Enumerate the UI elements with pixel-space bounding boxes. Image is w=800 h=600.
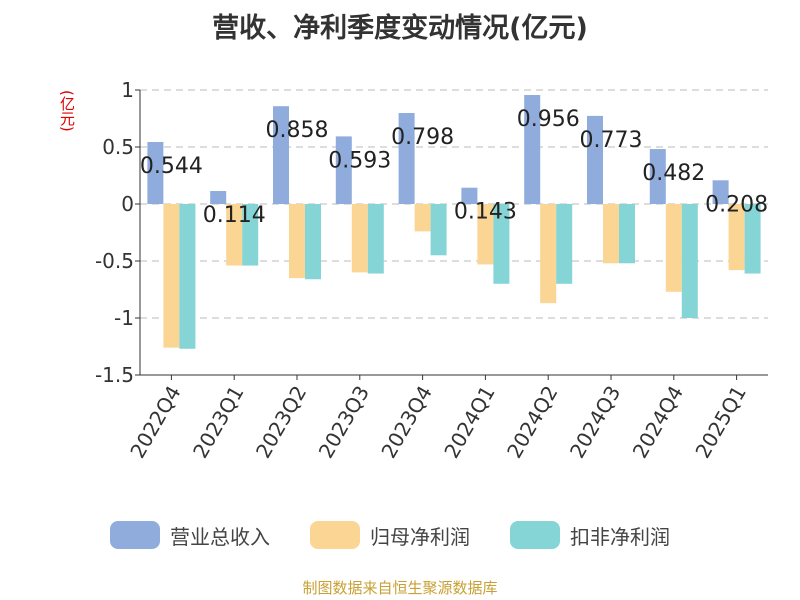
data-label: 0.482	[642, 161, 705, 186]
bar-revenue	[335, 136, 352, 204]
bar-net-profit	[477, 204, 494, 265]
data-label: 0.798	[391, 125, 454, 150]
legend-label-net-profit: 归母净利润	[370, 524, 470, 549]
bar-deducted-net-profit	[242, 204, 259, 266]
y-tick-label: 0	[121, 192, 134, 216]
bar-revenue	[587, 115, 603, 204]
y-tick-label: 0.5	[102, 135, 134, 159]
bar-net-profit	[603, 204, 619, 264]
bar-net-profit	[289, 204, 305, 279]
data-label: 0.208	[705, 192, 768, 217]
y-tick-label: 1	[121, 78, 134, 102]
legend-item-deducted-net-profit[interactable]: 扣非净利润	[510, 517, 670, 553]
bar-revenue	[712, 180, 729, 204]
data-label: 0.143	[454, 200, 517, 225]
bar-net-profit	[728, 204, 745, 271]
bar-net-profit	[351, 204, 368, 273]
x-tick-label: 2024Q1	[439, 382, 499, 463]
x-tick-label: 2023Q3	[314, 382, 374, 463]
bar-deducted-net-profit	[681, 204, 698, 318]
x-tick-label: 2025Q1	[690, 382, 750, 463]
chart-title: 营收、净利季度变动情况(亿元)	[212, 13, 588, 44]
bar-revenue	[147, 141, 164, 204]
bar-net-profit	[414, 204, 431, 232]
legend-item-revenue[interactable]: 营业总收入	[110, 517, 270, 553]
y-axis-unit-label: (亿元)	[58, 90, 76, 132]
bar-deducted-net-profit	[556, 204, 573, 284]
legend-item-net-profit[interactable]: 归母净利润	[310, 517, 470, 553]
y-tick-label: -1	[114, 306, 134, 330]
data-label: 0.773	[580, 128, 643, 153]
legend-label-revenue: 营业总收入	[170, 524, 270, 549]
x-tick-label: 2024Q4	[628, 382, 688, 463]
bar-revenue	[461, 187, 478, 204]
bar-deducted-net-profit	[367, 204, 384, 274]
x-tick-label: 2023Q4	[376, 382, 436, 463]
bar-revenue	[524, 95, 541, 204]
legend-swatch-revenue	[110, 521, 160, 549]
data-source-note: 制图数据来自恒生聚源数据库	[302, 579, 498, 597]
bar-revenue	[649, 149, 666, 204]
bar-deducted-net-profit	[744, 204, 761, 274]
x-tick-label: 2024Q2	[502, 382, 562, 463]
bar-deducted-net-profit	[179, 204, 196, 349]
y-tick-label: -0.5	[95, 249, 134, 273]
bar-net-profit	[163, 204, 180, 348]
y-tick-label: -1.5	[95, 363, 134, 387]
bar-deducted-net-profit	[430, 204, 447, 256]
bar-deducted-net-profit	[493, 204, 510, 284]
bar-revenue	[398, 113, 415, 204]
x-tick-label: 2023Q2	[251, 382, 311, 463]
data-label: 0.544	[140, 154, 203, 179]
data-label: 0.593	[328, 148, 391, 173]
bar-deducted-net-profit	[305, 204, 321, 280]
bar-revenue	[210, 191, 227, 204]
data-label: 0.956	[517, 107, 580, 132]
bar-net-profit	[540, 204, 557, 304]
data-label: 0.858	[266, 118, 329, 143]
legend-swatch-deducted-net-profit	[510, 521, 560, 549]
x-tick-label: 2023Q1	[188, 382, 248, 463]
chart-legend: 营业总收入 归母净利润 扣非净利润	[0, 517, 800, 553]
data-label: 0.114	[203, 203, 266, 228]
legend-swatch-net-profit	[310, 521, 360, 549]
bar-revenue	[273, 106, 289, 204]
x-tick-label: 2024Q3	[565, 382, 625, 463]
bar-net-profit	[226, 204, 243, 266]
bar-deducted-net-profit	[619, 204, 635, 264]
x-tick-label: 2022Q4	[125, 382, 185, 463]
bar-net-profit	[665, 204, 682, 292]
legend-label-deducted-net-profit: 扣非净利润	[570, 524, 670, 549]
